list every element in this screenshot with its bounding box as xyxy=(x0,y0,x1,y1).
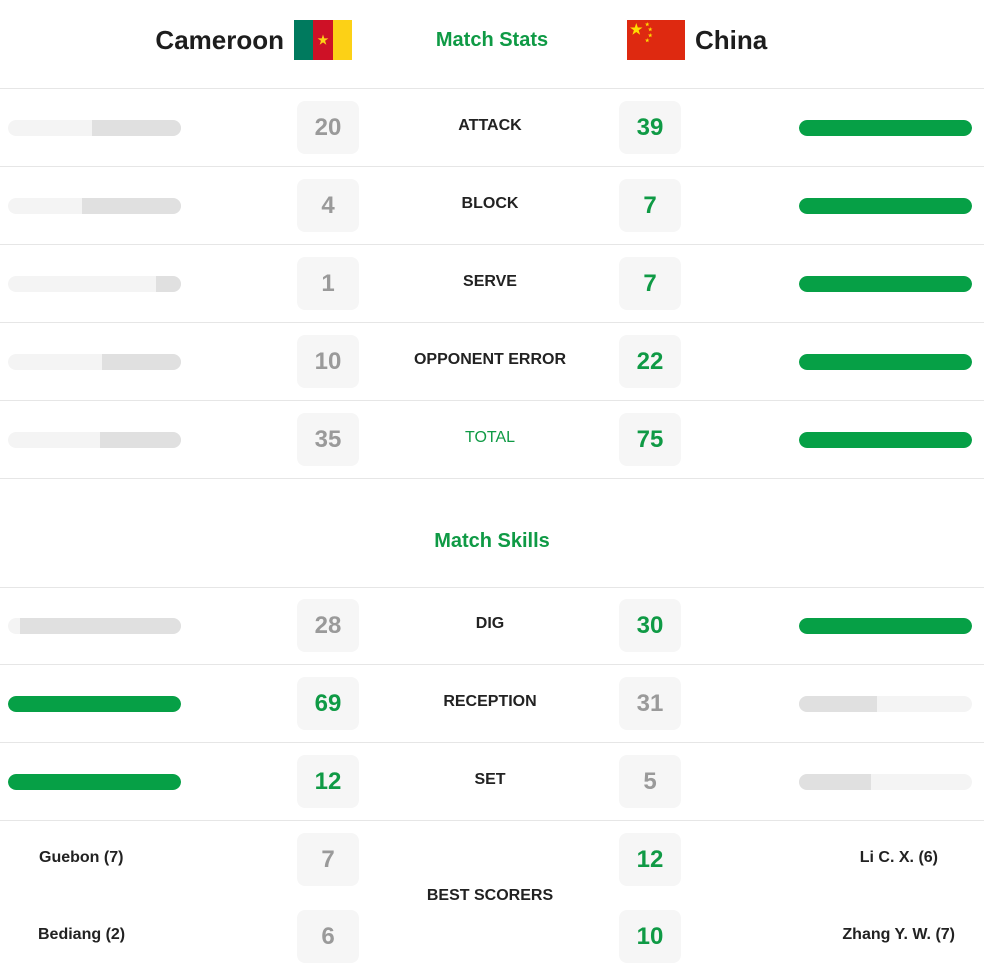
stat-label: ATTACK xyxy=(458,117,522,134)
away-value: 39 xyxy=(619,101,681,154)
home-bar xyxy=(8,198,181,214)
stat-label: BLOCK xyxy=(461,195,519,212)
away-bar-fill xyxy=(799,774,872,790)
home-team-name: Cameroon xyxy=(155,24,284,55)
home-value: 35 xyxy=(297,413,359,466)
home-value: 1 xyxy=(297,257,359,310)
away-bar xyxy=(799,774,972,790)
away-bar xyxy=(799,432,972,448)
home-bar-fill xyxy=(82,198,181,214)
away-bar-fill xyxy=(799,198,972,214)
away-value: 30 xyxy=(619,599,681,652)
home-bar-fill xyxy=(8,696,181,712)
home-value: 20 xyxy=(297,101,359,154)
away-value: 5 xyxy=(619,755,681,808)
away-bar xyxy=(799,354,972,370)
away-scorer-2: Zhang Y. W. (7) xyxy=(842,926,955,943)
away-bar-fill xyxy=(799,696,877,712)
home-bar-fill xyxy=(19,618,181,634)
home-value: 12 xyxy=(297,755,359,808)
away-value: 31 xyxy=(619,677,681,730)
away-value: 75 xyxy=(619,413,681,466)
stat-row-total: 35 TOTAL 75 xyxy=(0,401,984,479)
away-bar-fill xyxy=(799,354,972,370)
away-team-name: China xyxy=(695,24,768,55)
stat-row-attack: 20 ATTACK 39 xyxy=(0,89,984,167)
away-team: ★ ★ ★ ★ ★ China xyxy=(627,20,767,60)
stat-label: SERVE xyxy=(463,273,517,290)
home-bar xyxy=(8,618,181,634)
match-stats-title: Match Stats xyxy=(435,29,549,51)
china-flag-icon: ★ ★ ★ ★ ★ xyxy=(627,20,685,60)
stat-row-serve: 1 SERVE 7 xyxy=(0,245,984,323)
stat-row-set: 12 SET 5 xyxy=(0,743,984,821)
home-team: Cameroon ★ xyxy=(155,20,352,60)
away-bar xyxy=(799,618,972,634)
stat-row-reception: 69 RECEPTION 31 xyxy=(0,665,984,743)
stat-row-opponent-error: 10 OPPONENT ERROR 22 xyxy=(0,323,984,401)
away-scorer-1-points: 12 xyxy=(619,833,681,886)
away-bar-fill xyxy=(799,120,972,136)
away-bar-fill xyxy=(799,618,972,634)
home-scorer-2-points: 6 xyxy=(297,910,359,963)
away-value: 7 xyxy=(619,257,681,310)
home-bar-fill xyxy=(92,120,181,136)
home-value: 4 xyxy=(297,179,359,232)
cameroon-flag-icon: ★ xyxy=(294,20,352,60)
away-bar xyxy=(799,276,972,292)
home-bar xyxy=(8,774,181,790)
home-bar xyxy=(8,276,181,292)
home-bar-fill xyxy=(156,276,181,292)
best-scorers-label: BEST SCORERS xyxy=(426,887,554,904)
match-skills-title: Match Skills xyxy=(434,530,550,552)
home-bar-fill xyxy=(8,774,181,790)
away-value: 22 xyxy=(619,335,681,388)
home-scorer-1: Guebon (7) xyxy=(39,849,124,866)
away-bar xyxy=(799,696,972,712)
stat-label: RECEPTION xyxy=(443,693,537,710)
home-value: 28 xyxy=(297,599,359,652)
away-bar xyxy=(799,120,972,136)
home-scorer-1-points: 7 xyxy=(297,833,359,886)
stat-row-block: 4 BLOCK 7 xyxy=(0,167,984,245)
home-bar xyxy=(8,696,181,712)
away-bar-fill xyxy=(799,276,972,292)
stat-label: DIG xyxy=(475,615,505,632)
match-header: Cameroon ★ Match Stats ★ ★ ★ ★ ★ China xyxy=(0,0,984,89)
away-scorer-2-points: 10 xyxy=(619,910,681,963)
away-value: 7 xyxy=(619,179,681,232)
home-value: 69 xyxy=(297,677,359,730)
away-scorer-1: Li C. X. (6) xyxy=(859,849,938,866)
home-bar-fill xyxy=(100,432,181,448)
home-bar xyxy=(8,354,181,370)
stat-label: SET xyxy=(474,771,506,788)
stat-label: TOTAL xyxy=(464,429,516,446)
home-bar xyxy=(8,120,181,136)
away-bar xyxy=(799,198,972,214)
home-value: 10 xyxy=(297,335,359,388)
stat-row-dig: 28 DIG 30 xyxy=(0,587,984,665)
stat-label: OPPONENT ERROR xyxy=(413,351,566,368)
away-bar-fill xyxy=(799,432,972,448)
home-bar-fill xyxy=(102,354,181,370)
home-scorer-2: Bediang (2) xyxy=(38,926,126,943)
home-bar xyxy=(8,432,181,448)
